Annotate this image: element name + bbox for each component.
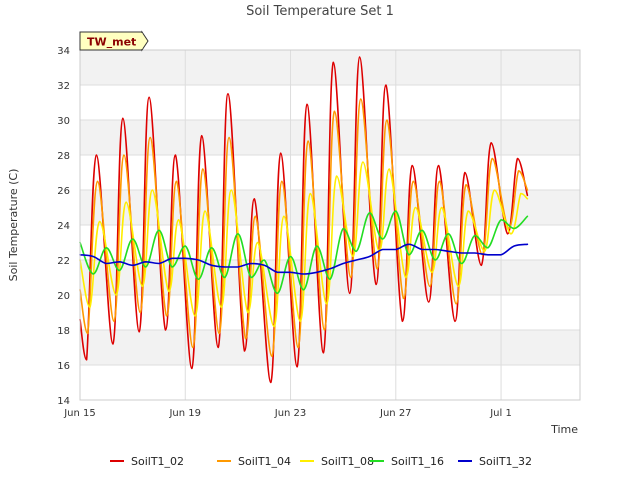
y-tick-label: 20 xyxy=(57,291,70,302)
y-axis-ticks: 14 16 18 20 22 24 26 28 30 32 34 xyxy=(57,46,70,407)
y-tick-label: 24 xyxy=(57,221,70,232)
plot-band xyxy=(80,50,580,85)
x-tick-label: Jun 19 xyxy=(168,408,201,419)
series-line-soilt1-04 xyxy=(79,98,529,358)
y-tick-label: 28 xyxy=(57,151,70,162)
x-tick-label: Jun 15 xyxy=(63,408,96,419)
plot-band xyxy=(80,330,580,365)
y-tick-label: 22 xyxy=(57,256,70,267)
y-axis-label: Soil Temperature (C) xyxy=(7,169,20,282)
legend-label: SoilT1_16 xyxy=(391,455,444,468)
series-line-soilt1-16 xyxy=(79,210,529,295)
y-tick-label: 30 xyxy=(57,116,70,127)
legend-label: SoilT1_04 xyxy=(238,455,291,468)
legend-label: SoilT1_32 xyxy=(479,455,532,468)
y-tick-label: 14 xyxy=(57,396,70,407)
series-line-soilt1-02 xyxy=(79,56,529,384)
x-axis-ticks: Jun 15 Jun 19 Jun 23 Jun 27 Jul 1 xyxy=(63,408,512,419)
chart-title: Soil Temperature Set 1 xyxy=(246,4,394,19)
site-badge: TW_met xyxy=(79,30,149,52)
x-tick-label: Jun 23 xyxy=(274,408,307,419)
series-layer xyxy=(79,56,529,384)
site-badge-pointer xyxy=(141,30,149,52)
legend-label: SoilT1_08 xyxy=(321,455,374,468)
y-tick-label: 32 xyxy=(57,81,70,92)
y-tick-label: 16 xyxy=(57,361,70,372)
x-axis-label: Time xyxy=(550,423,578,436)
plot-band xyxy=(80,365,580,400)
x-tick-label: Jul 1 xyxy=(489,408,512,419)
legend-label: SoilT1_02 xyxy=(131,455,184,468)
plot-band xyxy=(80,295,580,330)
site-badge-label: TW_met xyxy=(87,36,136,49)
series-line-soilt1-32 xyxy=(79,243,529,275)
x-tick-label: Jun 27 xyxy=(379,408,412,419)
y-tick-label: 18 xyxy=(57,326,70,337)
y-tick-label: 26 xyxy=(57,186,70,197)
plot-frame xyxy=(79,49,581,401)
series-line-soilt1-08 xyxy=(79,161,529,328)
legend: SoilT1_02 SoilT1_04 SoilT1_08 SoilT1_16 Soil… xyxy=(110,455,532,468)
y-tick-label: 34 xyxy=(57,46,70,57)
